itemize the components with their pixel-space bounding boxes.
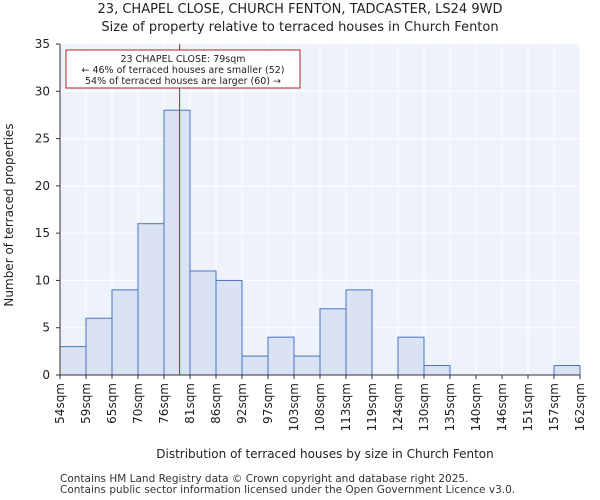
footer-line-1: Contains HM Land Registry data © Crown c… bbox=[60, 473, 469, 485]
chart-title: 23, CHAPEL CLOSE, CHURCH FENTON, TADCAST… bbox=[97, 2, 503, 17]
x-tick-label: 135sqm bbox=[443, 383, 457, 431]
bar bbox=[137, 223, 165, 376]
x-tick-label: 86sqm bbox=[209, 383, 223, 424]
y-tick-label: 30 bbox=[35, 84, 50, 98]
bar bbox=[163, 109, 191, 376]
y-tick-label: 0 bbox=[42, 368, 50, 382]
bar bbox=[293, 355, 321, 376]
y-tick-label: 5 bbox=[42, 321, 50, 335]
x-tick-label: 92sqm bbox=[235, 383, 249, 424]
x-tick-label: 140sqm bbox=[469, 383, 483, 431]
y-tick-label: 10 bbox=[35, 273, 50, 287]
bar bbox=[267, 336, 295, 376]
y-axis-label: Number of terraced properties bbox=[2, 123, 16, 306]
x-axis-label: Distribution of terraced houses by size … bbox=[156, 447, 494, 461]
x-tick-label: 151sqm bbox=[521, 383, 535, 431]
x-tick-label: 70sqm bbox=[131, 383, 145, 424]
x-tick-label: 59sqm bbox=[79, 383, 93, 424]
chart-subtitle: Size of property relative to terraced ho… bbox=[101, 20, 499, 35]
bar bbox=[215, 279, 243, 376]
footer-line-2: Contains public sector information licen… bbox=[60, 484, 516, 496]
bar bbox=[85, 317, 113, 376]
x-tick-label: 119sqm bbox=[365, 383, 379, 431]
x-tick-label: 146sqm bbox=[495, 383, 509, 431]
bar bbox=[59, 346, 87, 376]
x-tick-label: 103sqm bbox=[287, 383, 301, 431]
y-tick-label: 25 bbox=[35, 132, 50, 146]
bar bbox=[423, 365, 451, 376]
annotation-line-1: 23 CHAPEL CLOSE: 79sqm bbox=[120, 54, 245, 65]
x-tick-label: 113sqm bbox=[339, 383, 353, 431]
x-tick-label: 54sqm bbox=[53, 383, 67, 424]
annotation-line-3: 54% of terraced houses are larger (60) → bbox=[85, 76, 281, 87]
x-tick-label: 65sqm bbox=[105, 383, 119, 424]
annotation-box bbox=[65, 49, 301, 89]
x-tick-label: 162sqm bbox=[573, 383, 587, 431]
x-tick-label: 81sqm bbox=[183, 383, 197, 424]
bar bbox=[345, 289, 373, 376]
bar bbox=[553, 365, 581, 376]
bar bbox=[111, 289, 139, 376]
bar bbox=[319, 308, 347, 376]
x-tick-label: 97sqm bbox=[261, 383, 275, 424]
x-tick-label: 76sqm bbox=[157, 383, 171, 424]
bar bbox=[189, 270, 217, 376]
annotation-line-2: ← 46% of terraced houses are smaller (52… bbox=[81, 65, 284, 76]
x-tick-label: 130sqm bbox=[417, 383, 431, 431]
bar bbox=[397, 336, 425, 376]
y-tick-label: 35 bbox=[35, 37, 50, 51]
x-tick-label: 124sqm bbox=[391, 383, 405, 431]
y-tick-label: 15 bbox=[35, 226, 50, 240]
x-tick-label: 157sqm bbox=[547, 383, 561, 431]
bar bbox=[241, 355, 269, 376]
x-tick-label: 108sqm bbox=[313, 383, 327, 431]
y-tick-label: 20 bbox=[35, 179, 50, 193]
